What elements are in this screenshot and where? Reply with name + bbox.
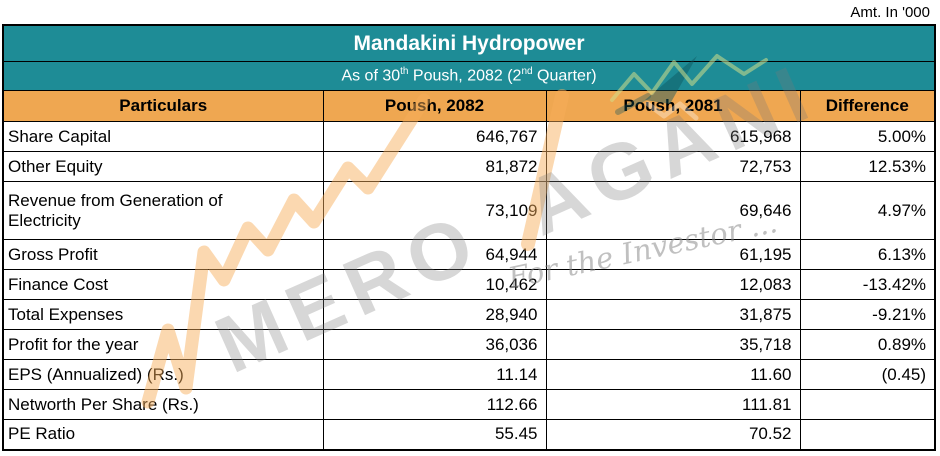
value-difference: 5.00% [799,121,936,152]
value-2081: 615,968 [545,121,801,152]
row-label: Profit for the year [2,329,324,360]
value-2082: 73,109 [322,181,547,240]
table-row: PE Ratio 55.45 70.52 [2,419,936,450]
value-2082: 55.45 [322,419,547,450]
table-row: Profit for the year 36,036 35,718 0.89% [2,329,936,360]
table-row: Finance Cost 10,462 12,083 -13.42% [2,269,936,300]
table-row: Revenue from Generation of Electricity 7… [2,181,936,240]
value-2081: 70.52 [545,419,801,450]
column-header-particulars: Particulars [2,90,324,122]
table-row: Gross Profit 64,944 61,195 6.13% [2,239,936,270]
row-label: Share Capital [2,121,324,152]
table-row: Share Capital 646,767 615,968 5.00% [2,121,936,152]
value-2081: 12,083 [545,269,801,300]
value-2082: 28,940 [322,299,547,330]
value-2082: 64,944 [322,239,547,270]
row-label: Revenue from Generation of Electricity [2,181,324,240]
value-2082: 11.14 [322,359,547,390]
column-header-poush-2082: Poush, 2082 [322,90,547,122]
value-difference: 0.89% [799,329,936,360]
subtitle-text: As of 30 [341,67,401,85]
value-difference: -13.42% [799,269,936,300]
value-difference: 6.13% [799,239,936,270]
value-2081: 35,718 [545,329,801,360]
value-difference [799,389,936,420]
table-row: Total Expenses 28,940 31,875 -9.21% [2,299,936,330]
value-2081: 61,195 [545,239,801,270]
subtitle-text: Poush, 2082 (2 [408,67,522,85]
value-2081: 31,875 [545,299,801,330]
value-2081: 72,753 [545,151,801,182]
value-2082: 112.66 [322,389,547,420]
row-label: Other Equity [2,151,324,182]
row-label: Finance Cost [2,269,324,300]
row-label: Networth Per Share (Rs.) [2,389,324,420]
ordinal-th: th [400,66,409,78]
value-2082: 36,036 [322,329,547,360]
value-difference: 4.97% [799,181,936,240]
ordinal-nd: nd [521,66,533,78]
table-row: EPS (Annualized) (Rs.) 11.14 11.60 (0.45… [2,359,936,390]
row-label: EPS (Annualized) (Rs.) [2,359,324,390]
value-2081: 11.60 [545,359,801,390]
amount-unit-note: Amt. In '000 [850,4,930,21]
value-2081: 69,646 [545,181,801,240]
table-row: Networth Per Share (Rs.) 112.66 111.81 [2,389,936,420]
company-title: Mandakini Hydropower [2,24,936,62]
value-2081: 111.81 [545,389,801,420]
value-difference [799,419,936,450]
row-label: Total Expenses [2,299,324,330]
value-difference: (0.45) [799,359,936,390]
value-2082: 81,872 [322,151,547,182]
value-difference: 12.53% [799,151,936,182]
table-row: Other Equity 81,872 72,753 12.53% [2,151,936,182]
value-2082: 646,767 [322,121,547,152]
row-label: PE Ratio [2,419,324,450]
value-difference: -9.21% [799,299,936,330]
value-2082: 10,462 [322,269,547,300]
column-header-difference: Difference [799,90,936,122]
column-header-poush-2081: Poush, 2081 [545,90,801,122]
report-period-subtitle: As of 30th Poush, 2082 (2nd Quarter) [2,61,936,91]
subtitle-text: Quarter) [532,67,597,85]
financial-results-table: Mandakini Hydropower As of 30th Poush, 2… [2,24,937,451]
row-label: Gross Profit [2,239,324,270]
